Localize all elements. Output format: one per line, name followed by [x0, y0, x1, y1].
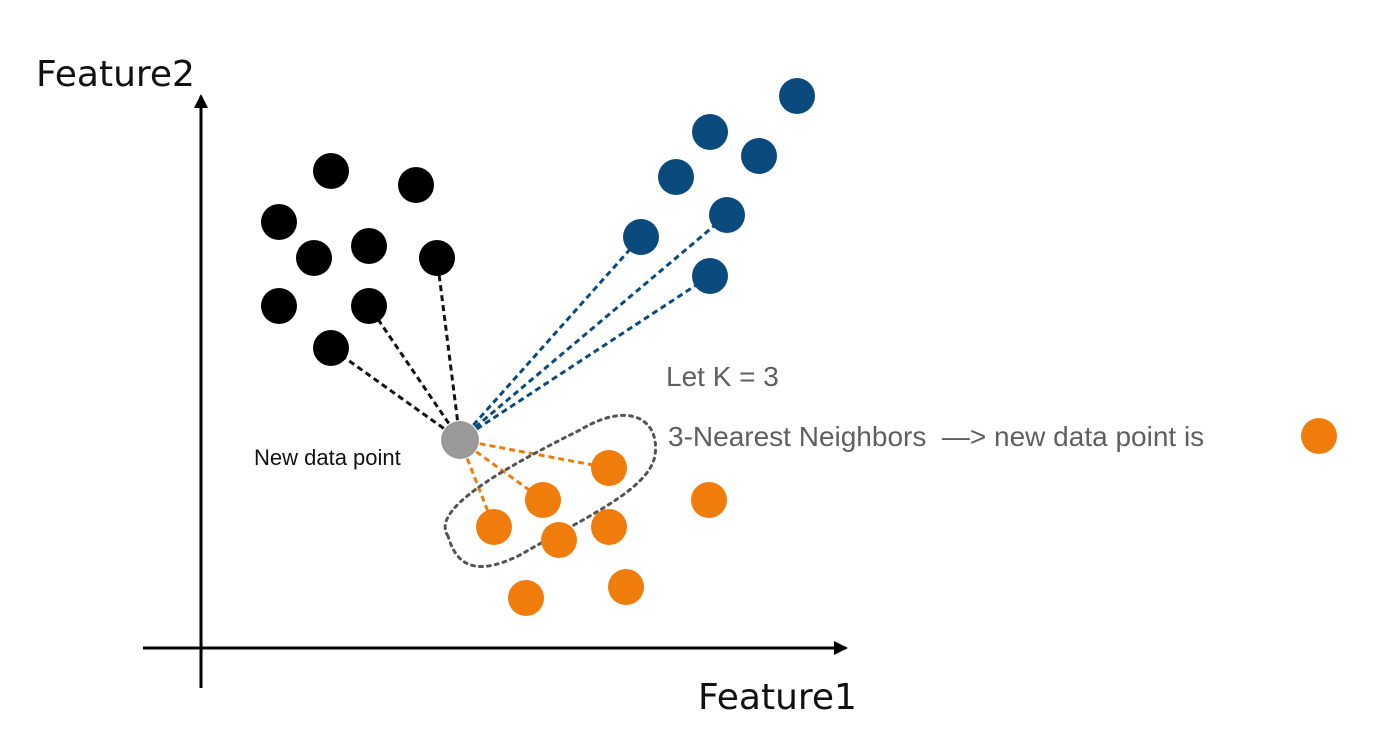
- blue-point: [692, 258, 728, 294]
- black-point: [296, 240, 332, 276]
- distance-line: [459, 213, 728, 442]
- black-point: [313, 153, 349, 189]
- distance-line: [330, 346, 461, 442]
- blue-point: [658, 159, 694, 195]
- black-point: [351, 228, 387, 264]
- orange-point: [591, 509, 627, 545]
- y-axis-label: Feature2: [36, 54, 195, 95]
- nearest-neighbors-outline: [443, 413, 658, 568]
- result-label: 3-Nearest Neighbors —> new data point is: [668, 421, 1204, 452]
- orange-point: [608, 569, 644, 605]
- distance-line: [367, 305, 462, 441]
- new-data-point: [441, 421, 479, 459]
- blue-point: [779, 78, 815, 114]
- black-point: [261, 204, 297, 240]
- black-point: [419, 240, 455, 276]
- blue-class-points: [623, 78, 815, 294]
- distance-lines-blue: [458, 213, 728, 442]
- black-point: [261, 288, 297, 324]
- distance-line: [435, 257, 462, 441]
- distance-lines-black: [330, 257, 462, 442]
- blue-point: [692, 114, 728, 150]
- orange-point: [525, 482, 561, 518]
- x-axis-label: Feature1: [698, 677, 857, 718]
- orange-circle-icon: [1301, 418, 1337, 454]
- blue-point: [741, 138, 777, 174]
- blue-point: [623, 219, 659, 255]
- k-value-label: Let K = 3: [666, 361, 779, 392]
- black-point: [313, 330, 349, 366]
- orange-class-points: [476, 450, 727, 616]
- distance-line: [458, 236, 643, 441]
- black-point: [398, 167, 434, 203]
- black-point: [351, 288, 387, 324]
- orange-point: [541, 522, 577, 558]
- black-class-points: [261, 153, 455, 366]
- orange-point: [691, 482, 727, 518]
- distance-line: [459, 274, 711, 442]
- orange-point: [591, 450, 627, 486]
- orange-point: [476, 509, 512, 545]
- new-data-point-label: New data point: [254, 445, 401, 470]
- blue-point: [709, 197, 745, 233]
- orange-point: [508, 580, 544, 616]
- axes: [143, 94, 848, 688]
